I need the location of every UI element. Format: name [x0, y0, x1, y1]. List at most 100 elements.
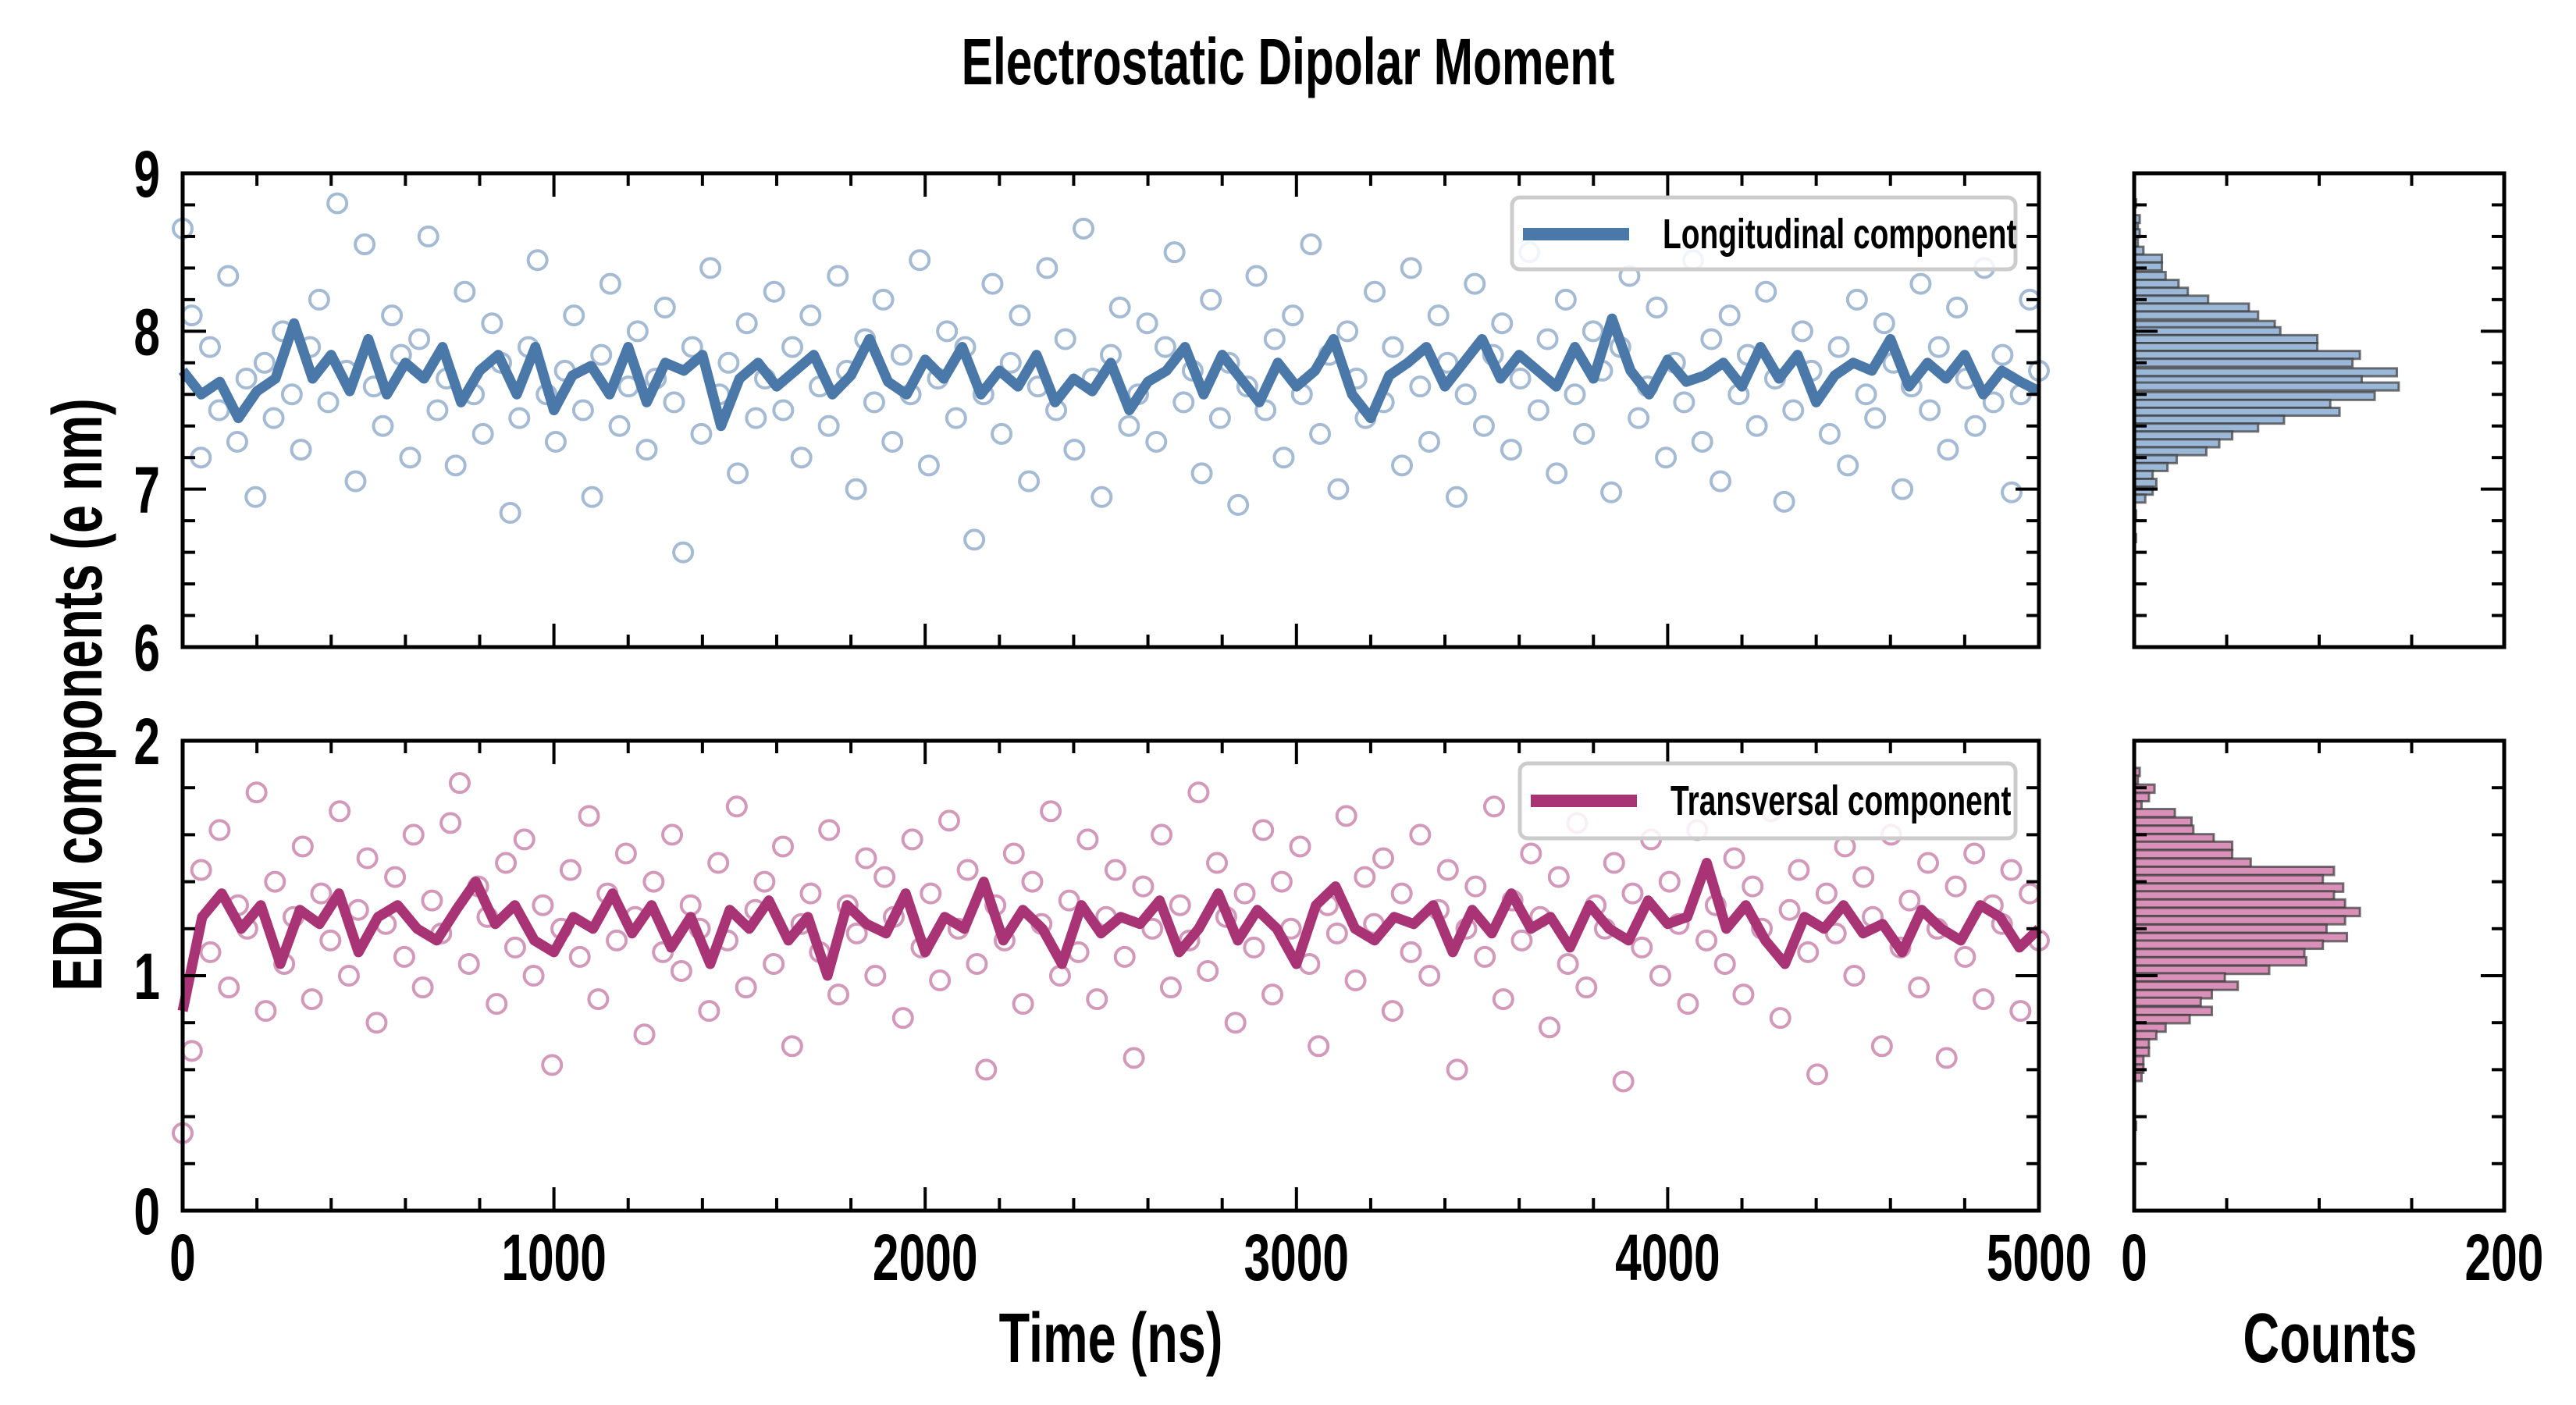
hist-bar [2133, 791, 2151, 803]
scatter-point [1427, 304, 1450, 327]
scatter-point [681, 336, 703, 358]
hist-bar [2133, 848, 2234, 860]
scatter-point [1575, 976, 1598, 999]
scatter-point [753, 870, 776, 893]
hist-bar [2133, 865, 2336, 877]
hist-bar [2133, 996, 2202, 1008]
scatter-point [317, 391, 340, 414]
scatter-point [1132, 875, 1155, 898]
hist-bar [2133, 350, 2361, 361]
scatter-point [399, 446, 422, 469]
longitudinal-plot [172, 171, 2050, 649]
scatter-point [1710, 470, 1732, 493]
scatter-point [563, 304, 585, 327]
x-axis-label: Time (ns) [999, 1299, 1223, 1378]
scatter-point [1159, 976, 1182, 999]
scatter-point [661, 823, 684, 846]
hist-bar [2133, 422, 2260, 433]
scatter-point [198, 336, 221, 358]
scatter-point [1091, 486, 1113, 508]
scatter-point [1982, 391, 2005, 414]
scatter-point [384, 866, 407, 888]
scatter-point [917, 454, 940, 477]
scatter-point [1673, 391, 1695, 414]
scatter-point [1270, 870, 1293, 893]
scatter-point [587, 988, 610, 1011]
scatter-point [1773, 490, 1795, 513]
scatter-point [827, 265, 849, 287]
scatter-point [254, 1000, 277, 1023]
scatter-point [1797, 941, 1820, 963]
hist-bar [2133, 1005, 2214, 1016]
scatter-point [1510, 929, 1533, 951]
scatter-point [1391, 454, 1414, 477]
scatter-point [1536, 328, 1559, 350]
hist-bar [2133, 824, 2195, 835]
scatter-point [635, 439, 658, 461]
x-tick-label: 1000 [501, 1221, 607, 1294]
hist-bar [2133, 857, 2252, 868]
scatter-point [290, 439, 312, 461]
scatter-point [1700, 328, 1723, 350]
scatter-point [1582, 320, 1604, 343]
scatter-point [235, 368, 258, 390]
scatter-point [920, 882, 942, 905]
scatter-point [1520, 842, 1542, 865]
scatter-point [444, 454, 467, 477]
y-tick-label: 2 [133, 705, 160, 778]
scatter-point [1464, 875, 1487, 898]
scatter-point [1745, 414, 1768, 437]
scatter-point [614, 842, 637, 865]
scatter-point [1564, 383, 1586, 406]
scatter-point [522, 965, 545, 987]
scatter-point [1261, 984, 1284, 1006]
scatter-point [690, 422, 713, 445]
scatter-point [1308, 1035, 1330, 1058]
scatter-point [1917, 852, 1940, 874]
scatter-point [581, 486, 603, 508]
hist-bar [2133, 430, 2234, 441]
scatter-point [653, 296, 676, 318]
scatter-point [1009, 304, 1031, 327]
scatter-point [1390, 882, 1413, 905]
legend-longitudinal: Longitudinal component [1510, 195, 2018, 272]
scatter-point [1782, 399, 1805, 422]
y-tick-label: 1 [133, 940, 160, 1013]
scatter-point [938, 809, 960, 832]
scatter-point [571, 399, 594, 422]
x-tick-label: 2000 [873, 1221, 978, 1294]
scatter-point [1852, 866, 1875, 888]
scatter-point [1824, 922, 1847, 944]
scatter-point [1573, 422, 1596, 445]
scatter-point [1864, 407, 1887, 429]
scatter-point [1655, 446, 1678, 469]
scatter-point [1547, 866, 1570, 888]
scatter-point [1418, 430, 1440, 453]
scatter-point [1151, 823, 1173, 846]
scatter-point [1778, 898, 1801, 921]
scatter-point [956, 859, 979, 881]
scatter-point [1243, 936, 1265, 959]
hist-bar [2133, 915, 2347, 926]
scatter-point [217, 265, 240, 287]
y-tick-label: 8 [133, 296, 160, 369]
scatter-point [626, 320, 649, 343]
transversal-histogram [2132, 738, 2507, 1213]
scatter-point [1336, 320, 1359, 343]
hist-bar [2133, 1046, 2151, 1058]
scatter-point [486, 993, 508, 1016]
scatter-point [408, 328, 431, 350]
scatter-point [218, 976, 240, 999]
scatter-point [264, 870, 286, 893]
scatter-point [670, 959, 692, 982]
scatter-point [873, 866, 896, 888]
scatter-point [1527, 399, 1550, 422]
scatter-point [1806, 1063, 1829, 1086]
scatter-point [1944, 875, 1967, 898]
scatter-point [1742, 875, 1764, 898]
scatter-point [1909, 272, 1932, 295]
scatter-point [1843, 965, 1866, 987]
scatter-point [1919, 399, 1941, 422]
scatter-point [253, 351, 276, 374]
